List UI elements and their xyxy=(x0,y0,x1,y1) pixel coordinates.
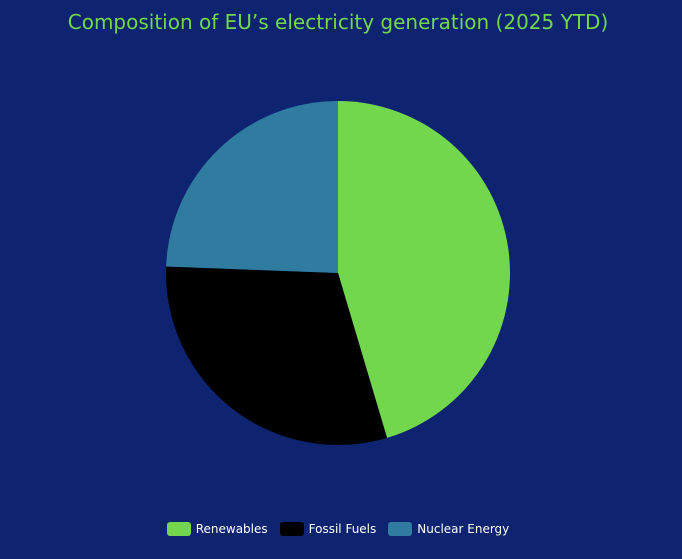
legend-swatch-renewables xyxy=(166,522,191,536)
legend-swatch-nuclear-energy xyxy=(388,522,413,536)
chart-title: Composition of EU’s electricity generati… xyxy=(67,10,609,34)
pie-slice-nuclear-energy[interactable] xyxy=(166,100,338,273)
legend-label-nuclear-energy: Nuclear Energy xyxy=(417,522,510,536)
legend-item-nuclear-energy[interactable]: Nuclear Energy xyxy=(388,522,509,536)
legend-swatch-fossil-fuels xyxy=(279,522,304,536)
legend-item-renewables[interactable]: Renewables xyxy=(166,522,268,536)
pie-slice-renewables[interactable] xyxy=(338,101,511,438)
pie-slice-fossil-fuels[interactable] xyxy=(165,266,388,446)
legend-label-fossil-fuels: Fossil Fuels xyxy=(308,522,377,536)
legend: Renewables Fossil Fuels Nuclear Energy xyxy=(0,522,676,536)
legend-item-fossil-fuels[interactable]: Fossil Fuels xyxy=(279,522,377,536)
legend-label-renewables: Renewables xyxy=(195,522,268,536)
